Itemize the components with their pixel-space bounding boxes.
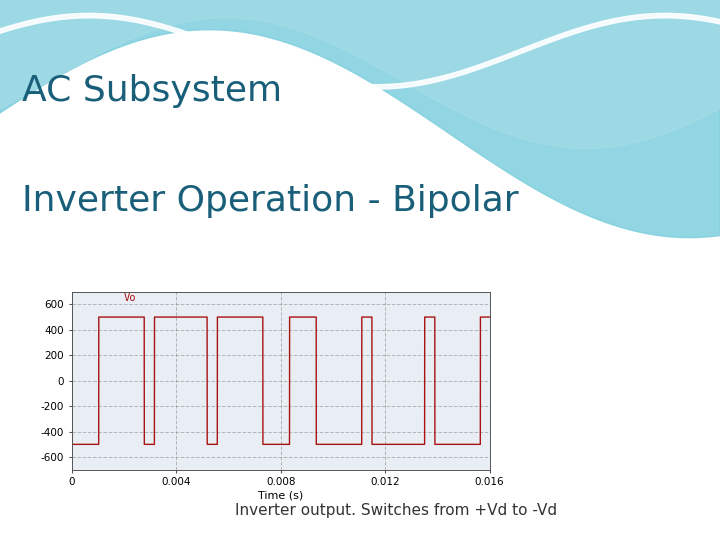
Text: AC Subsystem: AC Subsystem <box>22 74 282 108</box>
Text: Vo: Vo <box>124 293 137 302</box>
Text: Inverter output. Switches from +Vd to -Vd: Inverter output. Switches from +Vd to -V… <box>235 503 557 518</box>
X-axis label: Time (s): Time (s) <box>258 490 303 500</box>
Text: Inverter Operation - Bipolar: Inverter Operation - Bipolar <box>22 184 518 218</box>
